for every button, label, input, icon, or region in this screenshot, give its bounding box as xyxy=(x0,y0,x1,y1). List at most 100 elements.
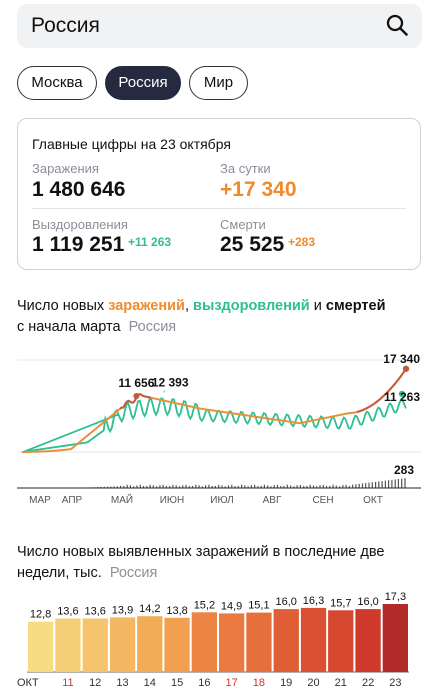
last-recoveries-dot xyxy=(398,390,406,398)
deaths-bar xyxy=(231,484,233,488)
infections-line xyxy=(22,368,407,453)
bar-value-label: 16,0 xyxy=(275,596,296,608)
line-chart-title: Число новых заражений, выздоровлений и с… xyxy=(17,296,427,338)
recovered-label: Выздоровления xyxy=(32,217,128,232)
bar-22 xyxy=(355,609,381,672)
deaths-bar xyxy=(394,479,396,488)
search-icon[interactable] xyxy=(386,14,408,36)
deaths-bar xyxy=(182,485,184,488)
bar-value-label: 15,7 xyxy=(330,597,351,609)
bar-day-label: 16 xyxy=(198,677,210,689)
peak-may-dot xyxy=(133,393,140,400)
search-input[interactable]: Россия xyxy=(31,14,100,37)
bar-16 xyxy=(191,612,217,672)
last-recoveries-label: 11 263 xyxy=(384,390,420,404)
deaths-bar xyxy=(263,484,265,488)
deaths-bar xyxy=(368,482,370,488)
deaths-bar xyxy=(185,484,187,488)
deaths-bar xyxy=(224,486,226,488)
bar-day-label: 21 xyxy=(335,677,347,689)
bar-title-text: Число новых выявленных заражений в после… xyxy=(17,544,385,581)
deaths-bar xyxy=(384,480,386,488)
deaths-bar xyxy=(329,485,331,488)
deaths-bar xyxy=(296,485,298,488)
title-recoveries: выздоровлений xyxy=(193,298,310,314)
bar-day-label: 11 xyxy=(62,677,73,689)
deaths-bar xyxy=(401,478,403,488)
deaths-bar xyxy=(381,481,383,488)
month-label: ИЮЛ xyxy=(210,495,233,506)
bar-day-label: 15 xyxy=(171,677,183,689)
deaths-bar xyxy=(221,485,223,488)
bar-17 xyxy=(219,613,245,672)
deaths-label: Смерти xyxy=(220,217,266,232)
two-week-bar-chart[interactable]: 12,81013,61113,61213,91314,21413,81515,2… xyxy=(0,588,438,700)
deaths-bar xyxy=(404,478,406,488)
deaths-bar xyxy=(358,483,360,488)
deaths-bar xyxy=(234,486,236,488)
deaths-bar xyxy=(299,484,301,488)
bar-day-label: 17 xyxy=(225,677,237,689)
deaths-bar xyxy=(391,479,393,488)
bar-day-label: 22 xyxy=(362,677,374,689)
title-and: и xyxy=(309,298,326,314)
bar-day-label: 12 xyxy=(89,677,101,689)
deaths-bar xyxy=(195,484,197,488)
tab-world[interactable]: Мир xyxy=(189,66,248,100)
deaths-bar xyxy=(365,483,367,488)
month-label: МАР xyxy=(29,495,51,506)
month-label: МАЙ xyxy=(111,493,133,506)
bar-14 xyxy=(137,616,163,672)
deaths-bar xyxy=(273,485,275,488)
month-label: СЕН xyxy=(312,495,333,506)
deaths-bar xyxy=(188,486,190,488)
deaths-bar xyxy=(165,486,167,488)
deaths-bar xyxy=(254,484,256,488)
deaths-bar xyxy=(129,485,131,488)
daily-label: За сутки xyxy=(220,161,271,176)
bar-day-label: 14 xyxy=(144,677,156,689)
summary-title: Главные цифры на 23 октября xyxy=(32,136,231,152)
deaths-bar xyxy=(306,485,308,488)
tab-moscow[interactable]: Москва xyxy=(17,66,97,100)
bar-value-label: 12,8 xyxy=(30,609,51,621)
deaths-bar xyxy=(293,486,295,488)
bar-day-label: 20 xyxy=(307,677,319,689)
title-comma: , xyxy=(184,298,194,314)
search-bar[interactable]: Россия xyxy=(17,4,422,48)
last-infections-label: 17 340 xyxy=(383,352,420,366)
deaths-bar xyxy=(348,486,350,488)
summary-divider xyxy=(32,208,406,209)
deaths-bar xyxy=(142,486,145,488)
bar-18 xyxy=(246,612,272,672)
title-text: Число новых xyxy=(17,298,109,314)
bar-value-label: 17,3 xyxy=(385,591,406,603)
peak-may-label: 11 656 xyxy=(118,376,154,390)
bar-value-label: 13,9 xyxy=(112,604,133,616)
infections-peak-segment xyxy=(119,392,152,410)
title-deaths: смертей xyxy=(325,298,386,314)
deaths-bar xyxy=(335,485,337,488)
deaths-bar xyxy=(397,479,399,488)
deaths-bar xyxy=(172,484,174,488)
deaths-bar xyxy=(133,486,135,488)
deaths-bar xyxy=(201,486,203,488)
bar-10 xyxy=(28,621,54,672)
deaths-bar xyxy=(355,484,357,488)
deaths-bar xyxy=(136,485,138,488)
deaths-bar xyxy=(116,486,118,488)
infections-recent-segment xyxy=(356,368,407,413)
deaths-bar xyxy=(175,485,177,488)
deaths-bar xyxy=(146,486,148,488)
bar-value-label: 15,2 xyxy=(194,599,215,611)
infections-label: Заражения xyxy=(32,161,99,176)
deaths-bar xyxy=(290,485,292,488)
deaths-bar xyxy=(332,484,334,488)
tab-russia[interactable]: Россия xyxy=(105,66,181,100)
recovered-value: 1 119 251 xyxy=(32,233,125,256)
deaths-bar xyxy=(325,486,328,488)
deaths-bar xyxy=(247,486,249,488)
title-line2: с начала марта xyxy=(17,319,121,335)
deaths-bar xyxy=(280,486,282,488)
